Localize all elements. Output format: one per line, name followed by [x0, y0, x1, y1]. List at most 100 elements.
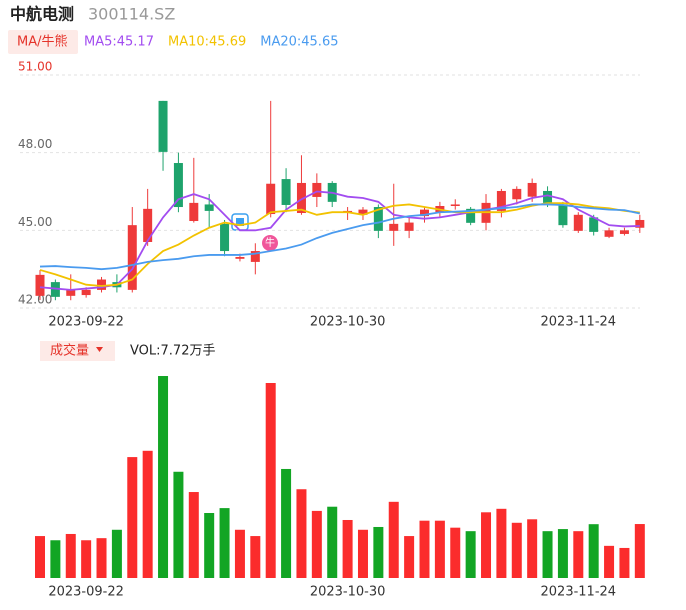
volume-bar: [96, 538, 107, 578]
candle-body: [527, 182, 537, 197]
volume-title[interactable]: 成交量: [50, 343, 89, 359]
candle-body: [389, 223, 399, 231]
legend-entry: MA10:45.69: [168, 35, 246, 50]
candle-body: [127, 225, 137, 290]
volume-bar: [50, 540, 61, 578]
volume-bar: [342, 519, 353, 578]
candle-body: [466, 208, 476, 223]
volume-bar: [619, 547, 630, 578]
volume-bar: [158, 376, 169, 578]
volume-bar: [250, 536, 261, 578]
volume-bar: [542, 531, 553, 578]
volume-bar: [573, 531, 584, 578]
ma-line: [39, 203, 641, 271]
candle-body: [173, 163, 183, 208]
candle-body: [250, 251, 260, 262]
x-tick-label: 2023-10-30: [310, 585, 386, 600]
candle-body: [558, 204, 568, 226]
candle-body: [589, 217, 599, 232]
volume-bar: [465, 531, 476, 578]
volume-bar: [404, 536, 415, 578]
candle-body: [66, 289, 76, 296]
stock-name: 中航电测: [10, 5, 74, 24]
x-tick-label: 2023-09-22: [48, 585, 124, 600]
candle-body: [404, 222, 414, 231]
candle-body: [573, 214, 583, 231]
volume-bar: [388, 501, 399, 578]
candle-body: [220, 223, 230, 252]
candle-body: [266, 183, 276, 215]
y-tick-label: 48.00: [18, 137, 52, 151]
candle-body: [35, 274, 45, 296]
volume-bar: [557, 529, 568, 578]
candle-body: [281, 179, 291, 205]
volume-bar: [65, 533, 76, 578]
signal-icon-core: [236, 218, 244, 226]
legend-title[interactable]: MA/牛熊: [17, 34, 68, 50]
volume-bar: [481, 512, 492, 578]
candle-body: [512, 188, 522, 200]
candle-body: [604, 230, 614, 237]
volume-bar: [450, 527, 461, 578]
volume-bar: [219, 508, 230, 578]
x-tick-label: 2023-11-24: [541, 315, 617, 330]
candle-body: [143, 208, 153, 242]
volume-bar: [311, 510, 322, 578]
volume-bar: [173, 471, 184, 578]
volume-tab[interactable]: [40, 341, 115, 361]
candle-body: [235, 256, 245, 259]
volume-bar: [527, 519, 538, 578]
candle-body: [158, 100, 168, 152]
stock-code: 300114.SZ: [88, 5, 175, 24]
candle-body: [312, 182, 322, 197]
y-tick-label: 42.00: [18, 293, 52, 307]
volume-bar: [35, 536, 45, 578]
bull-label: 牛: [265, 236, 275, 249]
candle-body: [296, 182, 306, 213]
volume-subtitle: VOL:7.72万手: [130, 344, 215, 359]
candle-body: [373, 207, 383, 231]
candle-body: [619, 230, 629, 234]
x-tick-label: 2023-10-30: [310, 315, 386, 330]
candle-body: [189, 202, 199, 222]
volume-bar: [434, 520, 445, 578]
candle-body: [97, 279, 107, 290]
candle-body: [358, 209, 368, 215]
y-tick-label: 45.00: [18, 215, 52, 229]
dropdown-icon[interactable]: [96, 347, 103, 352]
volume-bar: [419, 520, 430, 578]
candle-body: [204, 204, 214, 211]
legend-tab[interactable]: [8, 30, 78, 54]
volume-bar: [634, 524, 645, 578]
volume-bar: [111, 529, 122, 578]
volume-bar: [81, 540, 92, 578]
volume-bar: [357, 529, 368, 578]
volume-bar: [327, 506, 338, 578]
volume-bar: [265, 383, 276, 578]
candle-body: [496, 190, 506, 211]
x-tick-label: 2023-09-22: [48, 315, 124, 330]
legend-entry: MA5:45.17: [84, 35, 154, 50]
volume-bar: [604, 545, 615, 578]
x-tick-label: 2023-11-24: [541, 585, 617, 600]
volume-bar: [496, 508, 507, 578]
candle-body: [50, 282, 60, 297]
legend-entry: MA20:45.65: [260, 35, 338, 50]
volume-bar: [142, 450, 153, 578]
candle-body: [635, 219, 645, 228]
candle-body: [420, 209, 429, 217]
volume-bar: [204, 513, 215, 578]
candle-body: [543, 190, 553, 203]
volume-bar: [511, 522, 522, 578]
volume-bar: [127, 457, 138, 578]
volume-bar: [234, 529, 245, 578]
ma-line: [39, 190, 640, 291]
candle-body: [450, 204, 460, 206]
y-tick-label: 51.00: [18, 60, 52, 74]
volume-bar: [588, 524, 599, 578]
volume-bar: [373, 526, 384, 578]
volume-bar: [281, 468, 292, 578]
volume-bar: [296, 489, 307, 578]
